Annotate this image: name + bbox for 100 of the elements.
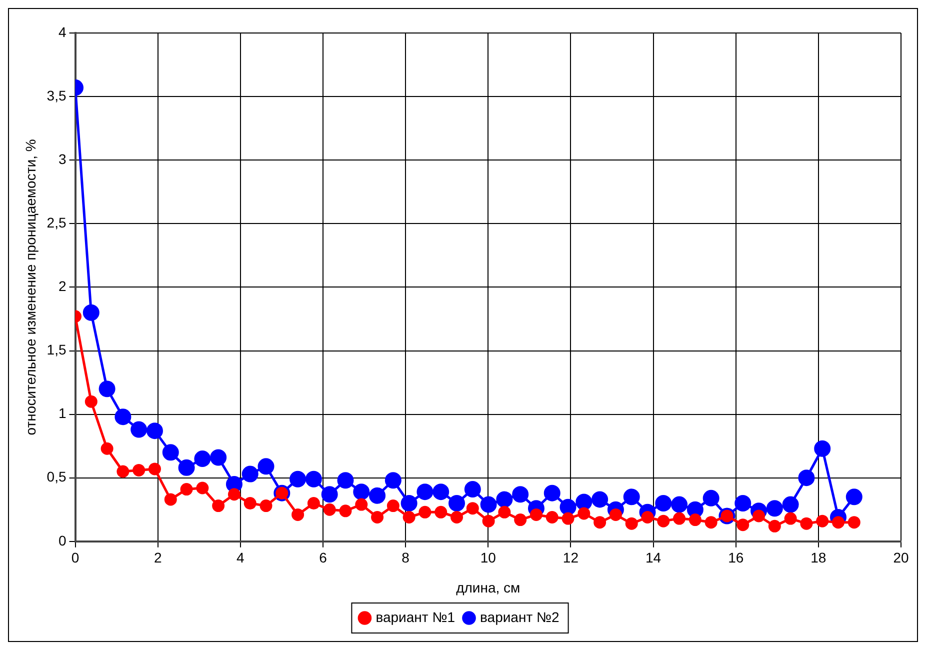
y-tick-label: 1 xyxy=(58,405,66,422)
point xyxy=(496,491,513,508)
y-axis-title: относительное изменение проницаемости, % xyxy=(22,139,38,436)
point xyxy=(400,495,418,512)
y-tick-label: 3,5 xyxy=(46,87,66,104)
point xyxy=(242,466,258,482)
point xyxy=(704,516,718,529)
point xyxy=(673,512,686,525)
point xyxy=(784,512,797,525)
point xyxy=(292,508,304,521)
point xyxy=(148,462,161,476)
point xyxy=(146,422,163,440)
x-tick-label: 18 xyxy=(810,550,826,566)
point xyxy=(116,465,130,478)
point xyxy=(132,464,146,476)
point xyxy=(578,507,590,520)
point xyxy=(814,440,831,457)
point xyxy=(514,514,527,526)
point xyxy=(625,517,638,530)
point xyxy=(244,497,256,510)
point xyxy=(512,486,529,503)
point xyxy=(562,512,574,525)
point xyxy=(260,500,272,512)
x-tick-label: 14 xyxy=(645,550,662,566)
point xyxy=(736,518,750,532)
point xyxy=(832,516,844,529)
point xyxy=(307,497,320,510)
x-tick-label: 10 xyxy=(480,550,496,566)
point xyxy=(258,458,274,475)
point xyxy=(98,380,116,398)
point xyxy=(210,449,227,466)
point xyxy=(623,488,640,506)
point xyxy=(402,511,416,524)
point xyxy=(386,500,400,512)
point xyxy=(448,495,466,512)
point xyxy=(196,482,209,494)
point xyxy=(798,470,815,486)
point xyxy=(162,444,179,461)
point xyxy=(530,508,542,521)
point xyxy=(734,495,752,512)
point xyxy=(546,511,558,524)
point xyxy=(480,496,497,513)
point xyxy=(384,472,402,489)
x-tick-label: 8 xyxy=(402,550,410,566)
point xyxy=(816,514,829,528)
point xyxy=(498,506,511,518)
point xyxy=(657,514,670,528)
point xyxy=(848,516,860,529)
x-tick-label: 12 xyxy=(562,550,579,566)
point xyxy=(228,488,240,501)
x-axis-title: длина, см xyxy=(456,579,520,596)
point xyxy=(594,516,606,529)
point xyxy=(84,395,98,408)
point xyxy=(560,498,576,516)
x-tick-label: 6 xyxy=(319,550,328,566)
point xyxy=(418,506,432,518)
point xyxy=(290,470,306,488)
point xyxy=(305,470,322,488)
point xyxy=(450,511,464,524)
point xyxy=(416,484,434,500)
point xyxy=(339,504,352,518)
y-tick-label: 4 xyxy=(58,24,66,40)
point xyxy=(688,514,702,526)
point xyxy=(164,493,177,506)
point xyxy=(321,486,338,503)
point xyxy=(178,459,195,476)
point xyxy=(432,484,450,500)
x-tick-label: 0 xyxy=(71,550,80,566)
y-tick-label: 1,5 xyxy=(46,342,66,358)
y-tick-label: 3 xyxy=(58,150,66,167)
point xyxy=(323,503,336,516)
y-tick-label: 0 xyxy=(58,532,66,548)
point xyxy=(544,484,560,502)
point xyxy=(337,472,354,489)
point xyxy=(655,495,672,512)
point xyxy=(576,494,592,510)
point xyxy=(846,488,862,506)
point xyxy=(482,514,495,528)
point xyxy=(212,500,225,512)
point xyxy=(768,520,781,532)
point xyxy=(464,481,481,498)
point xyxy=(592,491,608,508)
x-tick-label: 2 xyxy=(154,550,162,566)
legend-label: вариант №2 xyxy=(480,608,560,625)
y-tick-label: 2 xyxy=(58,278,66,294)
point xyxy=(353,484,370,500)
point xyxy=(82,304,100,321)
point xyxy=(114,408,132,426)
point xyxy=(194,450,211,468)
point xyxy=(100,442,114,455)
legend-label: вариант №1 xyxy=(376,608,456,625)
y-tick-label: 2,5 xyxy=(46,214,66,231)
y-tick-label: 0,5 xyxy=(46,468,66,485)
point xyxy=(702,490,720,506)
x-tick-label: 4 xyxy=(236,550,245,566)
point xyxy=(130,421,148,438)
x-tick-label: 20 xyxy=(893,550,909,566)
point xyxy=(800,517,813,530)
point xyxy=(371,511,384,524)
point xyxy=(766,500,783,517)
